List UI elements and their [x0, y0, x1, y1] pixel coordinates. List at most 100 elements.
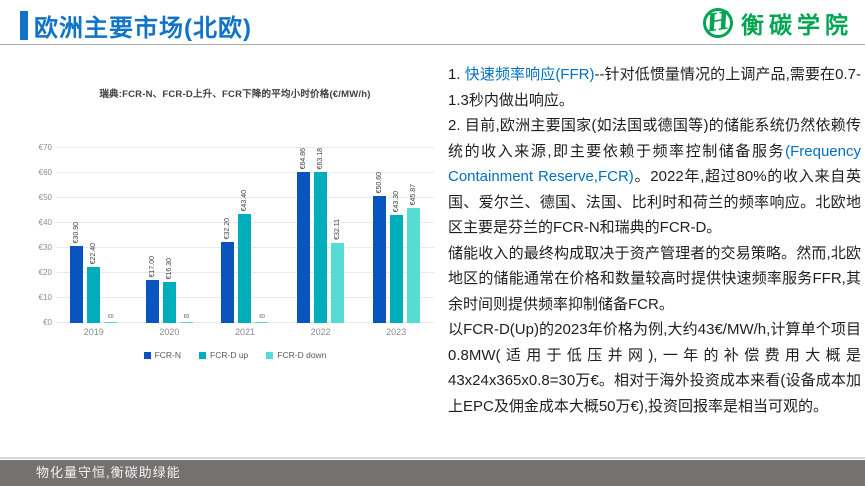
logo-text: 衡碳学院 — [741, 12, 853, 39]
bar-value-label: €50.60 — [375, 171, 383, 193]
bar-wrap: €45.87 — [406, 148, 420, 323]
bar-value-label: €32.11 — [334, 219, 342, 240]
x-axis-tick: 2020 — [159, 327, 180, 337]
bar-wrap: €30.90 — [70, 148, 84, 323]
y-axis-tick: €70 — [38, 143, 52, 152]
bar-fcr-n — [372, 196, 386, 323]
bar-wrap: €43.40 — [238, 148, 252, 323]
bar-value-label: €17.00 — [148, 255, 156, 277]
bar-value-label: €43.40 — [241, 189, 249, 211]
bar-wrap: €50.60 — [372, 148, 386, 323]
bar-value-label: €22.40 — [90, 242, 98, 264]
bars-row: €30.90 €22.40 €0 €17.00 €16.30 €0 €32.20 €43.40… — [56, 148, 434, 323]
legend-item: FCR-D down — [266, 350, 326, 360]
bar-value-label: €0 — [108, 314, 114, 320]
paragraph: 以FCR-D(Up)的2023年价格为例,大约43€/MW/h,计算单个项目0.… — [448, 317, 861, 419]
legend-label: FCR-D up — [210, 350, 249, 360]
text-run: 快速频率响应(FFR) — [464, 66, 595, 83]
bar-value-label: €0 — [183, 314, 190, 320]
bar-wrap: €32.11 — [331, 148, 345, 323]
legend-swatch — [266, 351, 274, 359]
text-run: 储能收入的最终构成取决于资产管理者的交易策略。然而,北欧地区的储能通常在价格和数… — [448, 244, 861, 313]
y-axis-tick: €50 — [38, 193, 52, 202]
legend-label: FCR-N — [154, 350, 182, 360]
bar-wrap: €32.20 — [221, 148, 235, 323]
chart-title: 瑞典:FCR-N、FCR-D上升、FCR下降的平均小时价格(€/MW/h) — [99, 89, 371, 100]
y-axis-tick: €60 — [38, 168, 52, 177]
paragraph: 1. 快速频率响应(FFR)--针对低惯量情况的上调产品,需要在0.7-1.3秒… — [448, 62, 861, 113]
paragraph: 储能收入的最终构成取决于资产管理者的交易策略。然而,北欧地区的储能通常在价格和数… — [448, 241, 861, 318]
bar-wrap: €0 — [104, 148, 118, 323]
gridline — [56, 147, 434, 148]
bar-fcr-n — [221, 242, 235, 323]
y-axis-tick: €20 — [38, 268, 52, 277]
footer: 物化量守恒,衡碳助绿能 — [0, 460, 865, 486]
bar-fcr-d-down — [406, 208, 420, 323]
legend-item: FCR-N — [143, 350, 182, 360]
legend-label: FCR-D down — [277, 350, 327, 360]
legend-item: FCR-D up — [199, 350, 248, 360]
bar-value-label: €32.20 — [224, 217, 232, 239]
bar-fcr-d-down — [104, 322, 118, 323]
bar-fcr-d-up — [389, 215, 403, 323]
bar-wrap: €17.00 — [145, 148, 159, 323]
bar-fcr-d-down — [255, 322, 269, 323]
bar-value-label: €45.87 — [409, 183, 417, 205]
bar-group: €17.00 €16.30 €0 — [132, 148, 208, 323]
paragraph: 2. 目前,欧洲主要国家(如法国或德国等)的储能系统仍然依赖传统的收入来源,即主… — [448, 113, 861, 241]
bar-fcr-n — [70, 246, 84, 323]
logo: H 衡碳学院 — [701, 6, 853, 40]
logo-icon: H — [701, 6, 735, 40]
bar-group: €30.90 €22.40 €0 — [56, 148, 132, 323]
logo-monogram: H — [704, 5, 732, 38]
text-run: 1. — [448, 66, 465, 83]
text-run: 。2022年,超过80%的收入来自英国、爱尔兰、德国、法国、比利时和荷兰的频率响… — [448, 168, 862, 236]
bar-group: €64.86 €63.18 €32.11 — [283, 148, 359, 323]
legend-swatch — [199, 351, 207, 359]
bar-fcr-n — [145, 280, 159, 323]
x-axis-labels: 2019 2020 2021 2022 2023 — [56, 327, 434, 337]
chart-panel: 瑞典:FCR-N、FCR-D上升、FCR下降的平均小时价格(€/MW/h) €0… — [30, 86, 440, 386]
text-run: 以FCR-D(Up)的2023年价格为例,大约43€/MW/h,计算单个项目0.… — [448, 321, 861, 415]
text-panel: 1. 快速频率响应(FFR)--针对低惯量情况的上调产品,需要在0.7-1.3秒… — [448, 62, 861, 419]
bar-value-label: €64.86 — [300, 148, 308, 170]
chart-legend: FCR-N FCR-D up FCR-D down — [30, 350, 440, 360]
y-axis-tick: €10 — [38, 293, 52, 302]
header-divider — [0, 44, 865, 45]
page-title: 欧洲主要市场(北欧) — [34, 15, 252, 42]
bar-fcr-d-up — [162, 282, 176, 323]
bar-group: €32.20 €43.40 €0 — [207, 148, 283, 323]
footer-text: 物化量守恒,衡碳助绿能 — [36, 465, 181, 480]
gridline — [56, 197, 434, 198]
footer-divider — [0, 457, 865, 459]
bar-fcr-d-up — [314, 172, 328, 323]
y-axis-tick: €0 — [43, 318, 52, 327]
bar-wrap: €22.40 — [87, 148, 101, 323]
text-run: --针对低惯量情况的上调产品,需要在0.7-1.3秒内做出响应。 — [448, 66, 861, 109]
title-accent-bar — [20, 11, 28, 40]
bar-wrap: €64.86 — [297, 148, 311, 323]
y-axis-tick: €40 — [38, 218, 52, 227]
text-run: 2. 目前,欧洲主要国家(如法国或德国等)的储能系统仍然依赖传统的收入来源,即主… — [448, 117, 861, 160]
bar-wrap: €0 — [179, 148, 193, 323]
bar-wrap: €63.18 — [314, 148, 328, 323]
bar-fcr-d-down — [331, 243, 345, 323]
bar-fcr-d-up — [238, 214, 252, 323]
legend-swatch — [143, 351, 151, 359]
x-axis-tick: 2023 — [386, 327, 407, 337]
text-run: (Frequency Containment Reserve,FCR) — [448, 142, 861, 186]
bar-wrap: €0 — [255, 148, 269, 323]
chart-plot: €0 €10 €20 €30 €40 €50 €60 €70 €30.90 €22.40 €0 €17… — [39, 143, 434, 327]
x-axis-tick: 2022 — [310, 327, 331, 337]
bar-value-label: €30.90 — [73, 221, 81, 243]
bar-fcr-d-up — [87, 267, 101, 323]
bar-group: €50.60 €43.30 €45.87 — [358, 148, 434, 323]
gridline — [56, 172, 434, 173]
bar-value-label: €63.18 — [317, 148, 325, 170]
bar-value-label: €0 — [259, 314, 265, 320]
x-axis-tick: 2021 — [234, 327, 255, 337]
bar-fcr-n — [297, 172, 311, 323]
bar-value-label: €16.30 — [165, 257, 173, 279]
bar-wrap: €16.30 — [162, 148, 176, 323]
